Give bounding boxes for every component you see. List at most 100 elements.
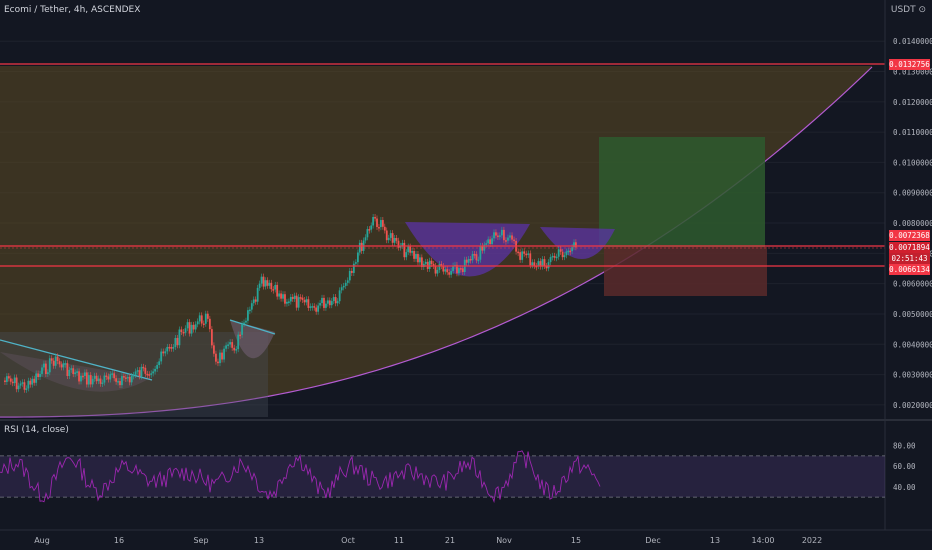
candle	[332, 297, 335, 302]
candle	[543, 259, 546, 266]
candle	[489, 239, 492, 245]
x-tick-label: 2022	[802, 536, 822, 545]
currency-unit[interactable]: USDT ⊙	[890, 5, 926, 15]
candle	[307, 299, 310, 308]
candle	[97, 378, 100, 382]
candle	[446, 269, 449, 273]
candle	[303, 300, 306, 303]
candle	[21, 382, 24, 384]
x-tick-label: 16	[114, 536, 124, 545]
candle	[237, 334, 240, 350]
candle	[266, 280, 269, 286]
candle	[407, 246, 410, 253]
candle	[301, 297, 304, 301]
candle	[166, 346, 169, 352]
candle	[223, 348, 225, 360]
handle-pattern	[540, 227, 615, 260]
candle	[276, 284, 279, 297]
candle	[182, 332, 185, 334]
candle	[561, 251, 564, 258]
y-tick-label: 0.0030000	[893, 371, 932, 380]
candle	[208, 318, 211, 330]
candle	[180, 329, 183, 333]
rsi-tick-label: 60.00	[893, 462, 916, 471]
rsi-line	[0, 450, 601, 504]
candle	[289, 296, 292, 302]
candle	[192, 324, 195, 330]
candle	[525, 253, 528, 256]
candle	[545, 265, 548, 269]
candle	[430, 260, 433, 264]
candle	[438, 264, 441, 270]
candle	[575, 242, 577, 248]
y-tick-label: 0.0090000	[893, 189, 932, 198]
candle	[309, 306, 312, 308]
candle	[113, 373, 116, 379]
candle	[150, 373, 153, 375]
candle	[334, 297, 337, 304]
candle	[87, 375, 90, 385]
candle	[50, 358, 53, 361]
candle	[15, 377, 18, 390]
candle	[511, 235, 513, 240]
candle	[213, 345, 215, 354]
candle	[252, 299, 255, 304]
candle	[551, 255, 554, 258]
candle	[315, 307, 318, 312]
candle	[130, 375, 133, 383]
candle	[305, 299, 308, 303]
candle	[440, 264, 443, 267]
candle	[403, 242, 406, 258]
candle	[144, 367, 147, 374]
candle	[503, 229, 505, 241]
candle	[395, 237, 398, 241]
candle	[25, 388, 28, 390]
y-tick-label: 0.0020000	[893, 401, 932, 410]
y-tick-label: 0.0100000	[893, 158, 932, 167]
candle	[154, 368, 156, 372]
candle	[152, 371, 155, 374]
candle	[136, 370, 139, 372]
candle	[537, 261, 540, 266]
candle	[364, 237, 367, 241]
candle	[231, 342, 234, 348]
candle	[200, 315, 203, 324]
candle	[533, 262, 536, 266]
candle	[374, 217, 376, 219]
candle	[178, 329, 181, 346]
candle	[278, 293, 281, 297]
candle	[399, 245, 402, 248]
candle	[186, 322, 189, 329]
candle	[76, 371, 78, 373]
candle	[348, 270, 351, 281]
candle	[491, 238, 493, 245]
candle	[330, 301, 333, 306]
candle	[523, 251, 526, 254]
candle	[397, 240, 400, 248]
candle	[284, 294, 286, 304]
candle	[340, 287, 343, 291]
candle	[206, 313, 209, 319]
candle	[84, 372, 86, 376]
rsi-tick-label: 80.00	[893, 442, 916, 451]
candle	[413, 251, 415, 259]
candle	[450, 271, 453, 275]
candle	[317, 305, 320, 312]
candle	[227, 344, 230, 346]
candle	[82, 375, 84, 378]
candle	[62, 363, 65, 368]
candle	[477, 259, 480, 262]
candle	[417, 254, 419, 263]
candle	[148, 374, 151, 376]
candle	[500, 229, 503, 236]
candle	[64, 363, 67, 365]
y-tick-label: 0.0140000	[893, 37, 932, 46]
candle	[260, 276, 263, 284]
candle	[411, 251, 414, 253]
candle	[107, 376, 110, 380]
candle	[37, 373, 39, 378]
candle	[405, 252, 408, 258]
candle	[432, 263, 435, 266]
candle	[495, 232, 497, 236]
